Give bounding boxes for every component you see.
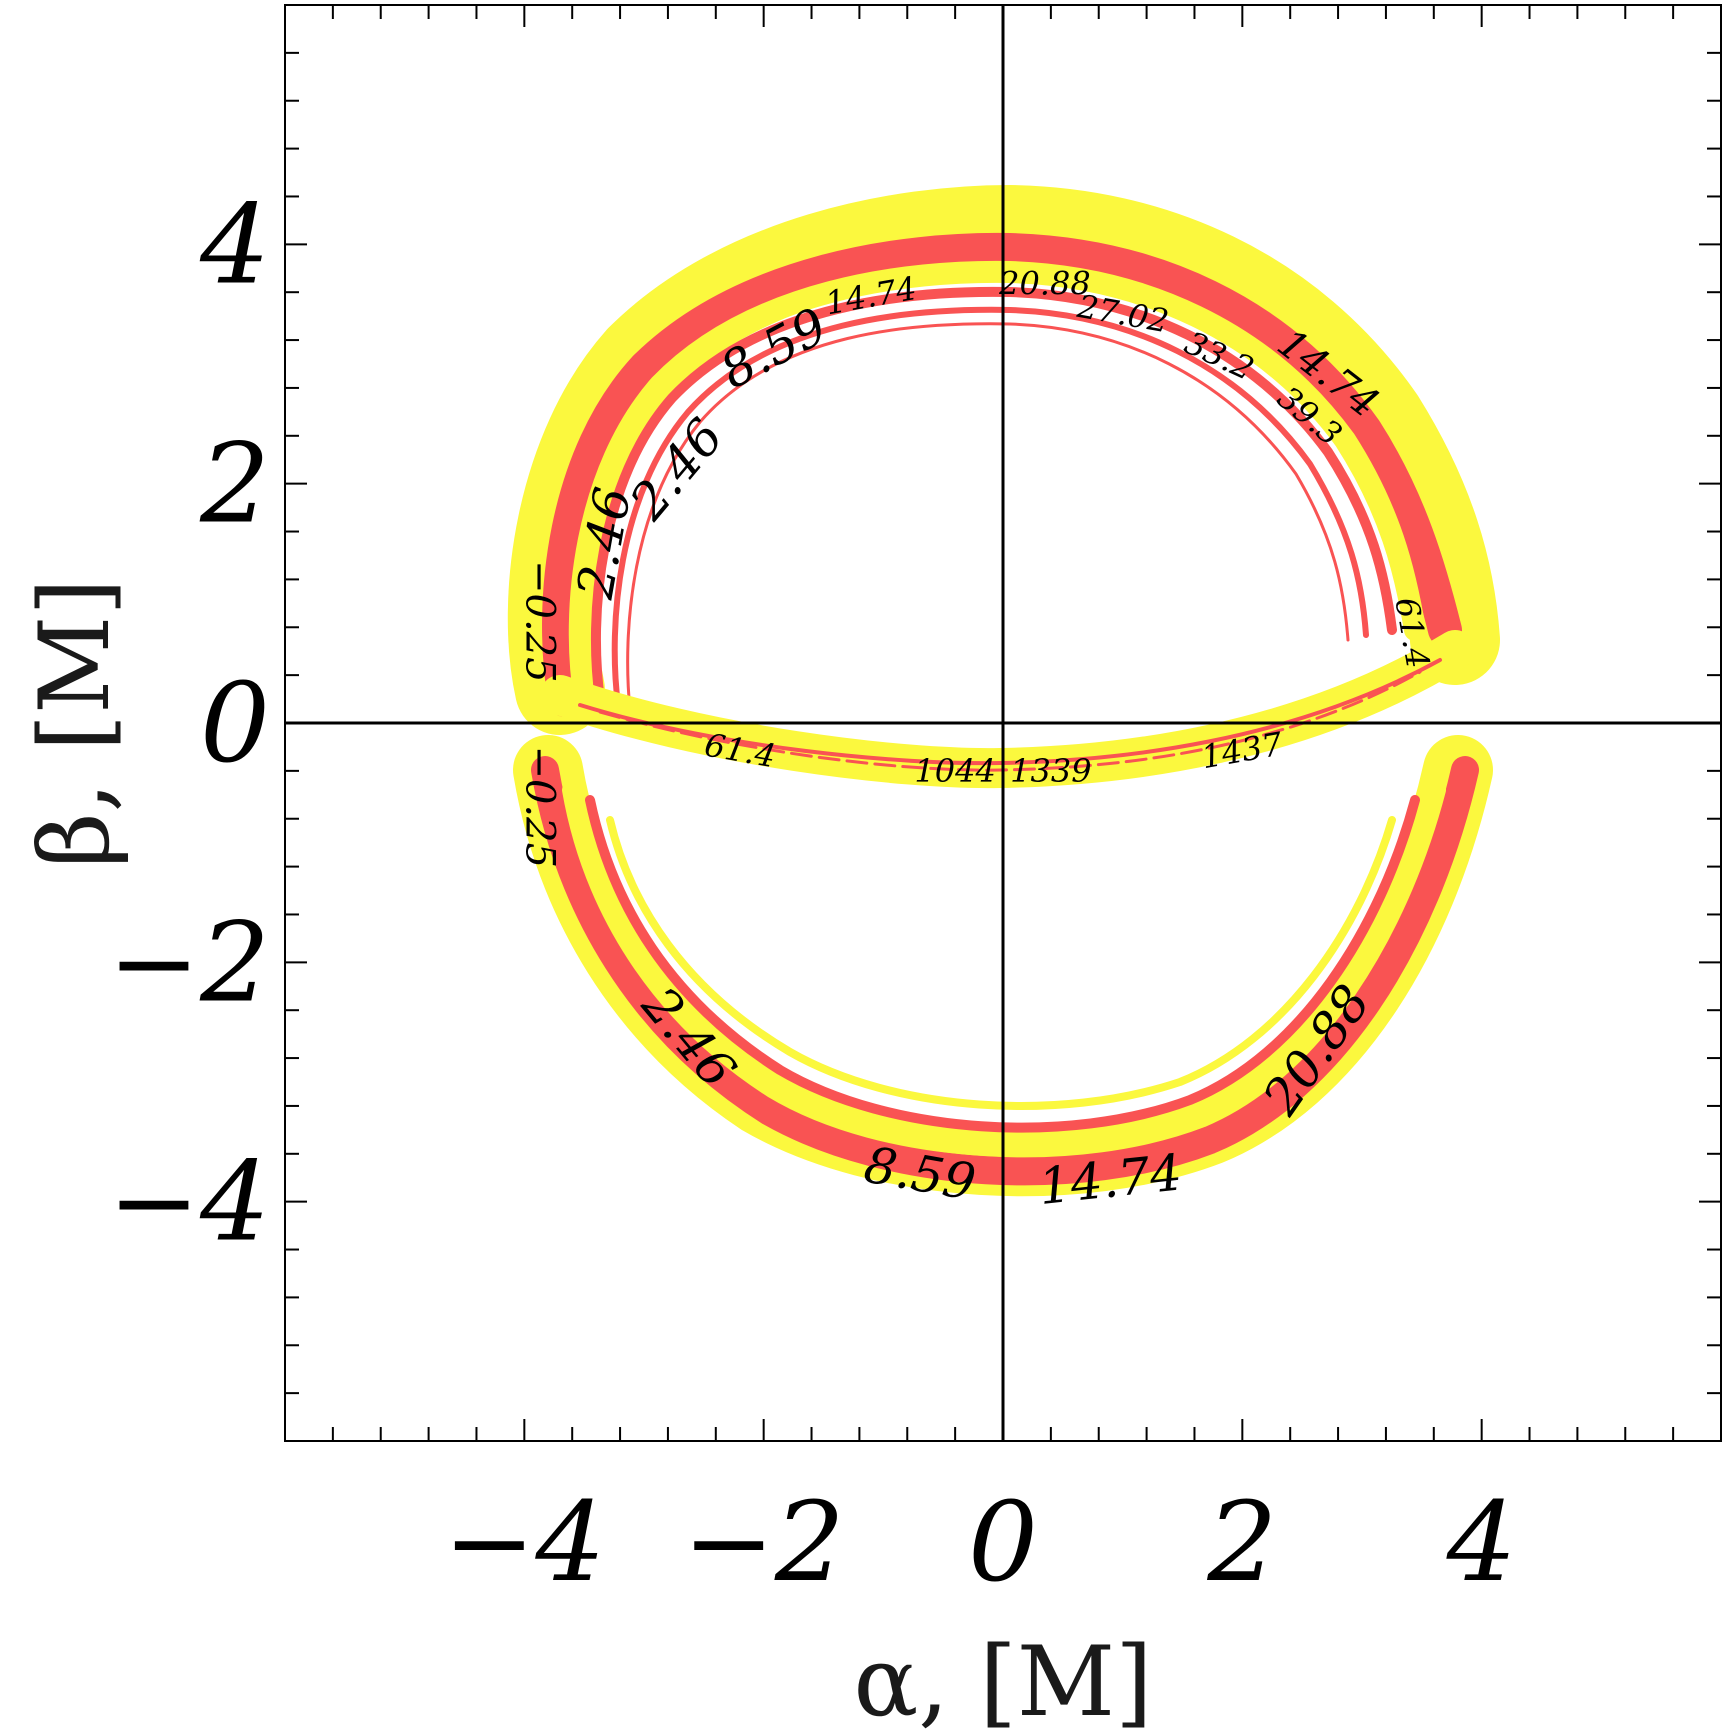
lower-band-yellow bbox=[562, 782, 1446, 1157]
upper-band-red-3 bbox=[611, 306, 1369, 708]
y-tick-label: 4 bbox=[199, 180, 270, 308]
upper-band-red-4 bbox=[626, 322, 1350, 712]
x-tick-label: −2 bbox=[683, 1478, 845, 1606]
x-tick-label: 4 bbox=[1446, 1478, 1517, 1606]
axis-ticks bbox=[284, 4, 1722, 1442]
x-axis-label: α, [M] bbox=[853, 1626, 1152, 1733]
x-tick-label: −4 bbox=[443, 1478, 605, 1606]
upper-band-red-1 bbox=[542, 232, 1462, 717]
y-axis-label: β, [M] bbox=[19, 578, 131, 868]
contour-label: −0.25 bbox=[516, 745, 562, 868]
lower-shadow bbox=[513, 735, 1493, 1197]
lower-band-yellow-2 bbox=[606, 816, 1396, 1110]
y-tick-label: 0 bbox=[200, 659, 270, 787]
upper-band-bottom-red-2 bbox=[598, 670, 1422, 772]
y-tick-label: 2 bbox=[199, 420, 270, 548]
y-tick-label: −4 bbox=[108, 1138, 270, 1266]
contour-label: 1339 bbox=[1010, 752, 1091, 790]
contour-label: 1044 bbox=[914, 752, 995, 790]
upper-band-red-2 bbox=[590, 286, 1397, 705]
x-tick-label: 0 bbox=[968, 1478, 1038, 1606]
upper-band-bottom bbox=[540, 630, 1475, 789]
upper-band-bottom-red bbox=[578, 658, 1442, 766]
contour-label: −0.25 bbox=[516, 560, 562, 683]
plot-frame bbox=[284, 4, 1722, 1442]
x-tick-label: 2 bbox=[1206, 1478, 1277, 1606]
contour-label: 20.88 bbox=[998, 265, 1091, 303]
tick-labels: −4 −2 0 2 4 −4 −2 0 2 4 bbox=[108, 180, 1517, 1606]
lower-band-red-1 bbox=[531, 756, 1479, 1186]
y-tick-label: −2 bbox=[108, 898, 270, 1026]
